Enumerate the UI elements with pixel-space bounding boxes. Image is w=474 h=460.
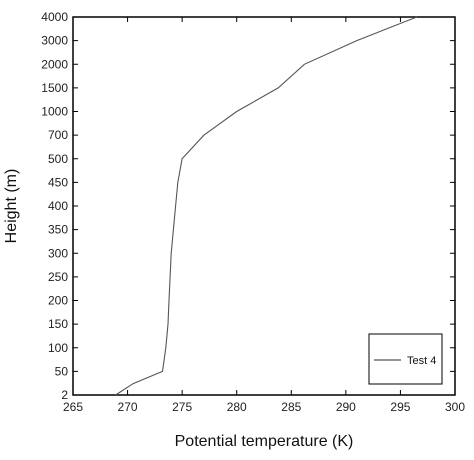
y-tick-label: 1000 xyxy=(41,105,68,119)
y-tick-label: 4000 xyxy=(41,10,68,24)
axes: 265 270 275 280 285 290 295 3002501001502002503… xyxy=(3,10,465,450)
y-tick-label: 450 xyxy=(48,175,68,189)
x-axis-title: Potential temperature (K) xyxy=(175,433,354,450)
series-layer xyxy=(115,16,418,396)
y-tick-label: 250 xyxy=(48,270,68,284)
y-tick-label: 50 xyxy=(55,364,69,378)
y-tick-label: 1500 xyxy=(41,81,68,95)
series-line-test-4 xyxy=(115,16,418,396)
y-tick-label: 300 xyxy=(48,246,68,260)
y-tick-label: 200 xyxy=(48,294,68,308)
x-tick-label: 280 xyxy=(227,400,247,414)
y-tick-label: 100 xyxy=(48,341,68,355)
x-tick-label: 300 xyxy=(445,400,465,414)
y-tick-label: 700 xyxy=(48,128,68,142)
x-tick-label: 275 xyxy=(172,400,192,414)
y-tick-label: 150 xyxy=(48,317,68,331)
legend: Test 4 xyxy=(368,333,443,385)
y-tick-label: 2000 xyxy=(41,57,68,71)
x-tick-label: 295 xyxy=(390,400,410,414)
y-tick-label: 3000 xyxy=(41,34,68,48)
legend-box xyxy=(368,333,443,385)
legend-label-test-4: Test 4 xyxy=(407,355,436,367)
y-tick-label: 400 xyxy=(48,199,68,213)
x-tick-label: 270 xyxy=(118,400,138,414)
y-tick-label: 2 xyxy=(61,388,68,402)
x-tick-label: 285 xyxy=(281,400,301,414)
x-tick-label: 265 xyxy=(63,400,83,414)
x-tick-label: 290 xyxy=(336,400,356,414)
y-axis-title: Height (m) xyxy=(3,169,20,244)
y-tick-label: 500 xyxy=(48,152,68,166)
y-tick-label: 350 xyxy=(48,223,68,237)
